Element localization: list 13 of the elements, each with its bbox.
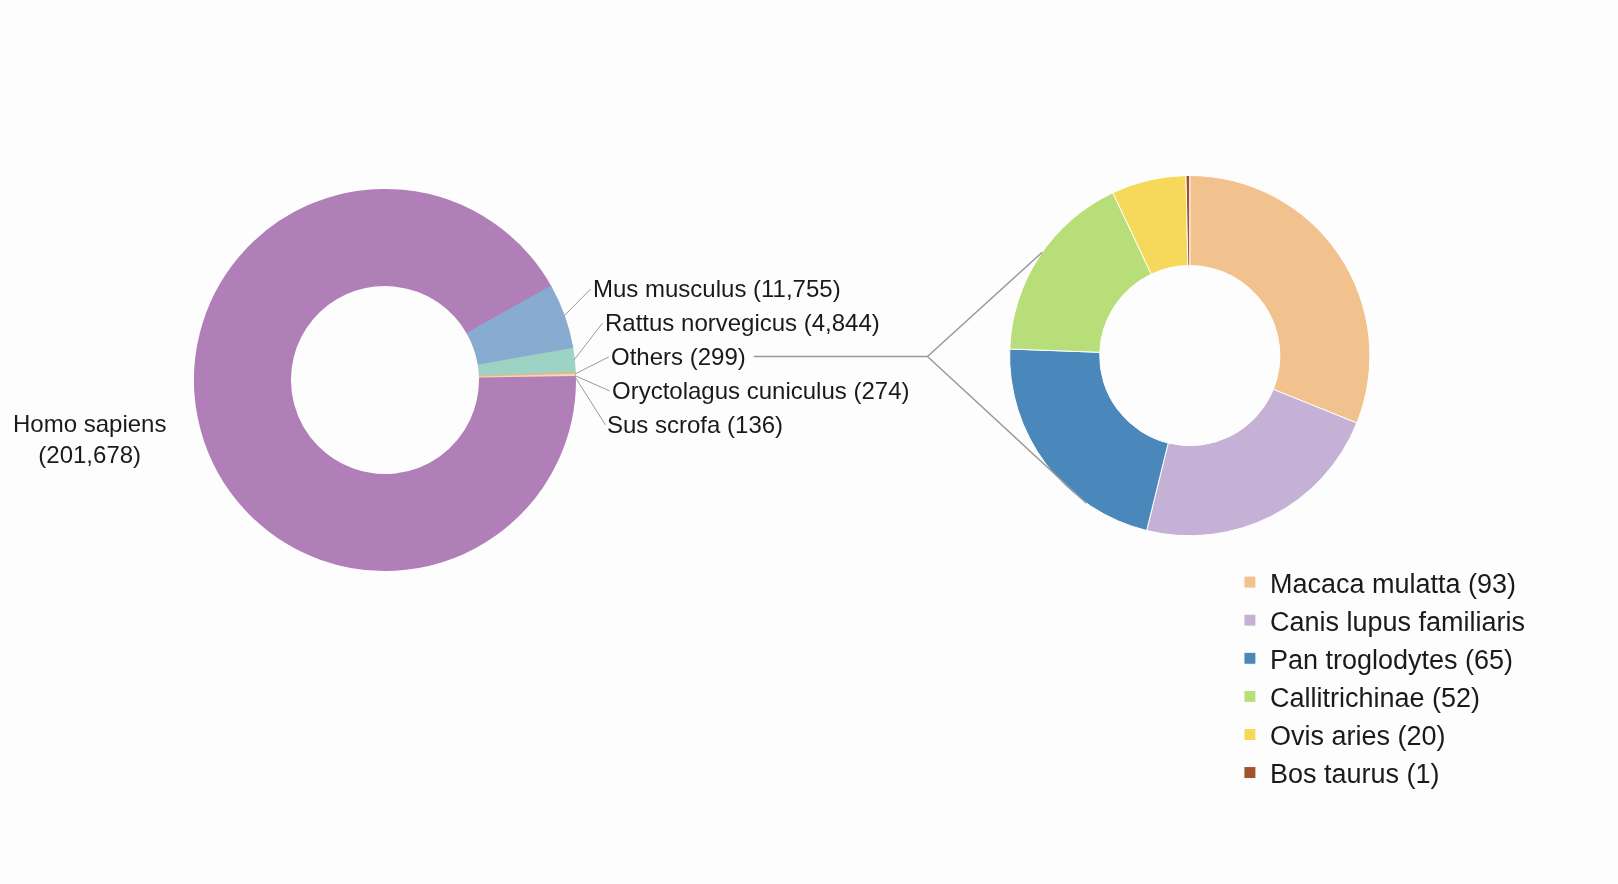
legend-label: Pan troglodytes (65): [1269, 644, 1514, 675]
legend-label: Ovis aries (20): [1269, 721, 1446, 751]
slice-label: Mus musculus (11,755): [593, 275, 841, 302]
slice-label: Rattus norvegicus (4,844): [605, 309, 880, 336]
data-label: (201,678): [38, 441, 142, 469]
slice-label: Others (299): [611, 343, 746, 370]
legend-label: Bos taurus (1): [1269, 759, 1440, 790]
slice-label: Sus scrofa (136): [607, 411, 784, 438]
legend-label: Callitrichinae (52): [1269, 682, 1481, 713]
slice-label: Oryctolagus cuniculus (274): [612, 377, 910, 404]
legend-label: Macaca mulatta (93): [1269, 568, 1517, 599]
slice-label: Homo sapiens: [13, 410, 167, 437]
legend-label: Canis lupus familiaris: [1269, 606, 1526, 637]
